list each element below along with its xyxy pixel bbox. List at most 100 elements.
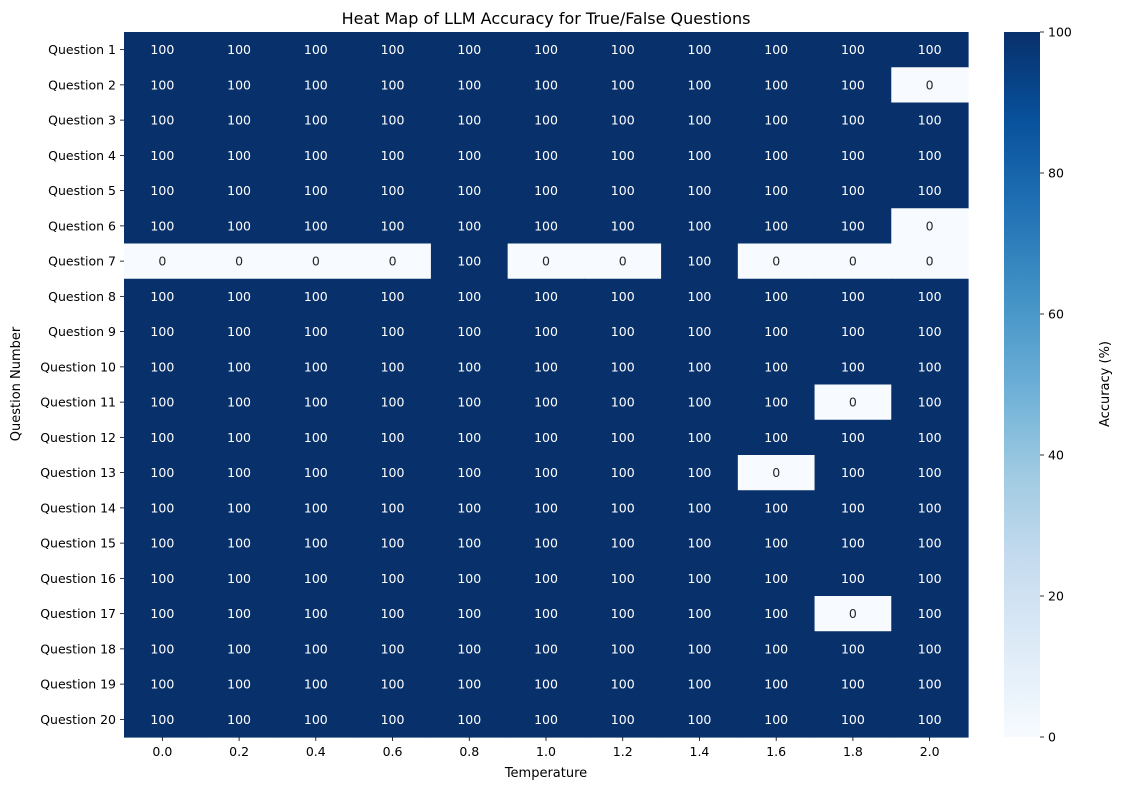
cell-value-label: 100 [841,289,865,304]
heatmap-cell [737,208,816,245]
cell-value-label: 100 [918,641,942,656]
x-tick-label: 0.4 [306,744,326,759]
heatmap-cell [584,243,662,280]
heatmap-cell [814,384,892,421]
cell-value-label: 100 [457,42,481,57]
cell-value-label: 100 [688,113,712,128]
heatmap-cell [507,666,585,703]
cell-value-label: 100 [150,289,174,304]
heatmap-cell [661,666,739,703]
cell-value-label: 100 [688,42,712,57]
cell-value-label: 0 [849,395,857,410]
cell-value-label: 100 [534,148,558,163]
cell-value-label: 100 [918,677,942,692]
colorbar-tick-label: 40 [1048,448,1064,463]
cell-value-label: 100 [304,148,328,163]
heatmap-cell [277,173,355,209]
heatmap-cell [277,490,355,527]
heatmap-cell [200,278,279,315]
heatmap-cell [200,525,279,562]
cell-value-label: 100 [150,148,174,163]
cell-value-label: 100 [150,395,174,410]
cell-value-label: 100 [150,465,174,480]
heatmap-cell [124,173,202,209]
heatmap-cell [124,490,202,527]
heatmap-cell [354,349,432,386]
cell-value-label: 100 [304,500,328,515]
cell-value-label: 100 [150,606,174,621]
heatmap-cell [584,490,662,527]
heatmap-cell [430,314,509,350]
heatmap-cell [891,243,969,280]
cell-value-label: 100 [227,359,251,374]
cell-value-label: 100 [381,148,405,163]
heatmap-cell [277,349,355,386]
heatmap-cell [507,490,585,527]
cell-value-label: 100 [611,465,635,480]
cell-value-label: 100 [227,395,251,410]
cell-value-label: 100 [764,677,788,692]
heatmap-cell [737,631,816,668]
y-tick-label: Question 17 [40,606,116,621]
colorbar-tick-label: 80 [1048,166,1064,181]
heatmap-cell [814,173,892,209]
heatmap-cell [354,243,432,280]
heatmap-cell [584,596,662,632]
cell-value-label: 0 [312,254,320,269]
cell-value-label: 100 [918,324,942,339]
cell-value-label: 100 [534,430,558,445]
cell-value-label: 100 [304,113,328,128]
heatmap-cell [737,32,816,68]
heatmap-cell [354,560,432,597]
cell-value-label: 100 [304,606,328,621]
heatmap-cell [661,278,739,315]
heatmap-cell [430,32,509,68]
cell-value-label: 100 [227,42,251,57]
y-tick-label: Question 9 [48,324,116,339]
heatmap-cell [584,314,662,350]
heatmap-cell [661,631,739,668]
cell-value-label: 100 [688,183,712,198]
x-tick-label: 0.0 [152,744,172,759]
cell-value-label: 100 [688,254,712,269]
heatmap-cell [584,32,662,68]
cell-value-label: 100 [150,113,174,128]
heatmap-cell [124,455,202,491]
heatmap-cell [814,490,892,527]
heatmap-cell [584,631,662,668]
cell-value-label: 0 [772,254,780,269]
cell-value-label: 100 [918,712,942,727]
heatmap-cell [200,490,279,527]
heatmap-cell [737,314,816,350]
y-tick-label: Question 19 [40,677,116,692]
cell-value-label: 100 [918,289,942,304]
heatmap-cell [200,243,279,280]
colorbar-ticks: 0 20 40 60 80 100 [1040,25,1072,745]
heatmap-cell [430,666,509,703]
cell-value-label: 100 [150,641,174,656]
heatmap-cell [277,560,355,597]
cell-value-label: 100 [611,324,635,339]
heatmap-cell [200,560,279,597]
cell-value-label: 100 [304,571,328,586]
heatmap-cell [430,384,509,421]
y-tick-label: Question 6 [48,218,116,233]
cell-value-label: 100 [534,324,558,339]
heatmap-cell [430,208,509,245]
y-tick-label: Question 4 [48,148,116,163]
cell-value-label: 100 [611,641,635,656]
heatmap-cell [891,137,969,174]
heatmap-cell [200,666,279,703]
x-tick-label: 1.2 [613,744,633,759]
heatmap-cell [891,666,969,703]
cell-value-label: 100 [381,677,405,692]
cell-value-label: 100 [534,536,558,551]
cell-value-label: 100 [918,183,942,198]
cell-value-label: 100 [611,606,635,621]
heatmap-cell [737,490,816,527]
heatmap-cell [124,67,202,104]
heatmap-cell [354,278,432,315]
heatmap-cell [814,631,892,668]
cell-value-label: 100 [841,359,865,374]
cell-value-label: 100 [381,712,405,727]
